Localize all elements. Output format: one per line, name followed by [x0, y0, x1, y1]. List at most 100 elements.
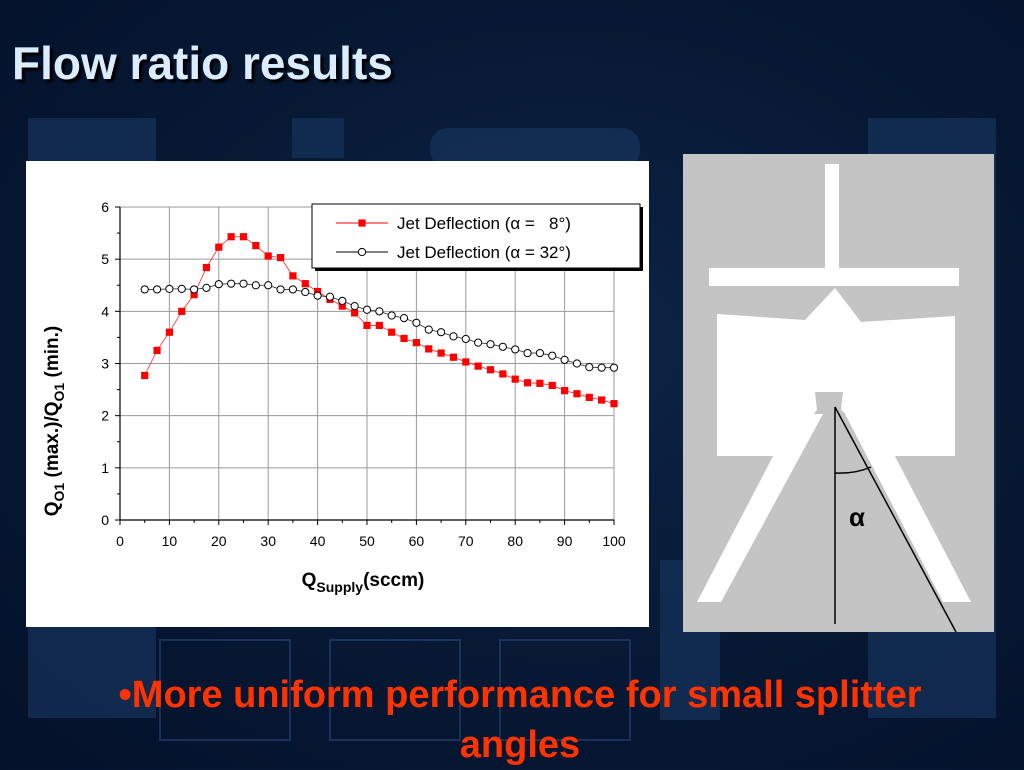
data-point: [214, 280, 223, 289]
x-axis-label-main: Q: [302, 570, 317, 591]
data-point: [227, 233, 235, 241]
data-point: [523, 348, 532, 358]
data-point: [264, 252, 272, 260]
data-point: [141, 371, 149, 380]
y-tick-label: 1: [101, 460, 109, 476]
x-tick-label: 90: [557, 533, 573, 549]
x-tick-label: 10: [162, 533, 178, 549]
data-point: [350, 302, 359, 311]
x-axis-label: QSupply(sccm): [302, 570, 425, 595]
data-point: [585, 363, 594, 372]
data-point: [461, 334, 470, 344]
data-point: [276, 285, 285, 294]
data-point: [437, 349, 445, 357]
data-point: [239, 279, 248, 288]
data-point: [486, 366, 495, 374]
splitter-figure: α: [683, 154, 994, 633]
data-point: [152, 285, 162, 294]
legend-marker: [358, 219, 366, 227]
data-point: [215, 243, 223, 251]
data-point: [165, 328, 173, 336]
x-tick-label: 20: [211, 533, 227, 549]
splitter-geometry-diagram: α: [697, 164, 971, 633]
data-point: [252, 242, 260, 250]
x-tick-label: 100: [602, 533, 626, 549]
data-point: [165, 284, 174, 294]
data-point: [462, 358, 470, 366]
x-tick-label: 0: [116, 533, 124, 549]
data-point: [597, 363, 606, 372]
y-axis-label: QO1 (max.)/QO1 (min.): [42, 326, 67, 516]
angle-arc: [834, 466, 872, 474]
data-point: [363, 321, 371, 330]
data-point: [573, 390, 581, 398]
data-point: [178, 307, 186, 315]
data-point: [202, 263, 211, 272]
data-point: [560, 355, 569, 364]
splitter-shape: [697, 164, 971, 602]
data-point: [313, 291, 322, 300]
y-axis-label-part: (min.): [42, 326, 63, 383]
data-point: [474, 362, 482, 370]
y-axis-label-part: (max.)/Q: [42, 401, 63, 482]
data-point: [338, 296, 347, 305]
data-point: [585, 393, 593, 402]
x-tick-label: 30: [260, 533, 276, 549]
data-point: [227, 279, 236, 288]
data-point: [351, 309, 359, 317]
data-point: [561, 387, 569, 395]
y-tick-label: 4: [101, 303, 109, 319]
data-point: [251, 281, 260, 290]
y-tick-label: 0: [101, 512, 109, 528]
x-axis-label-unit: (sccm): [363, 570, 424, 591]
data-point: [425, 345, 433, 353]
data-point: [288, 285, 297, 294]
legend-marker: [357, 247, 367, 257]
data-point: [314, 287, 322, 296]
data-point: [572, 359, 582, 368]
data-point: [548, 381, 556, 390]
data-point: [202, 283, 211, 292]
data-point: [375, 321, 383, 330]
data-point: [301, 287, 310, 297]
data-point: [276, 254, 285, 262]
x-tick-label: 70: [458, 533, 474, 549]
data-point: [548, 351, 557, 360]
chart-panel: 0 10 20 30 40 50 60 70 80 90 100 0 1 2 3 4 5 6 Jet Deflec…: [26, 161, 649, 627]
data-point: [388, 328, 396, 336]
slide-title: Flow ratio results: [12, 37, 393, 89]
data-point: [289, 272, 297, 280]
data-point: [362, 305, 372, 314]
data-point: [153, 346, 161, 355]
bullet-point: •More uniform performance for small spli…: [118, 674, 922, 766]
data-point: [338, 302, 346, 310]
data-point: [449, 353, 458, 361]
y-axis-label-part: Q: [42, 501, 63, 516]
legend-label: Jet Deflection (α = 32°): [397, 243, 571, 262]
data-point: [190, 285, 199, 294]
data-point: [437, 328, 446, 337]
data-point: [412, 318, 421, 327]
x-axis-label-subscript: Supply: [316, 579, 363, 595]
y-tick-label: 5: [101, 251, 109, 267]
axes-layer: 0 10 20 30 40 50 60 70 80 90 100 0 1 2 3 4 5 6: [101, 199, 626, 549]
series-layer: [140, 233, 619, 408]
data-point: [387, 311, 396, 320]
x-tick-label: 40: [310, 533, 326, 549]
y-tick-label: 2: [101, 408, 109, 424]
alpha-label: α: [849, 502, 865, 532]
data-point: [511, 375, 519, 383]
data-point: [177, 284, 186, 294]
flow-ratio-chart: 0 10 20 30 40 50 60 70 80 90 100 0 1 2 3 4 5 6 Jet Deflec…: [42, 199, 643, 595]
data-point: [301, 280, 309, 288]
data-point: [449, 332, 458, 341]
data-point: [400, 334, 408, 343]
data-point: [486, 340, 495, 349]
x-tick-label: 60: [409, 533, 425, 549]
data-point: [239, 233, 248, 241]
legend-box: [311, 203, 641, 269]
data-point: [474, 338, 483, 347]
data-point: [610, 400, 618, 408]
y-axis-label-subscript: O1: [51, 483, 67, 502]
y-tick-label: 3: [101, 356, 109, 372]
